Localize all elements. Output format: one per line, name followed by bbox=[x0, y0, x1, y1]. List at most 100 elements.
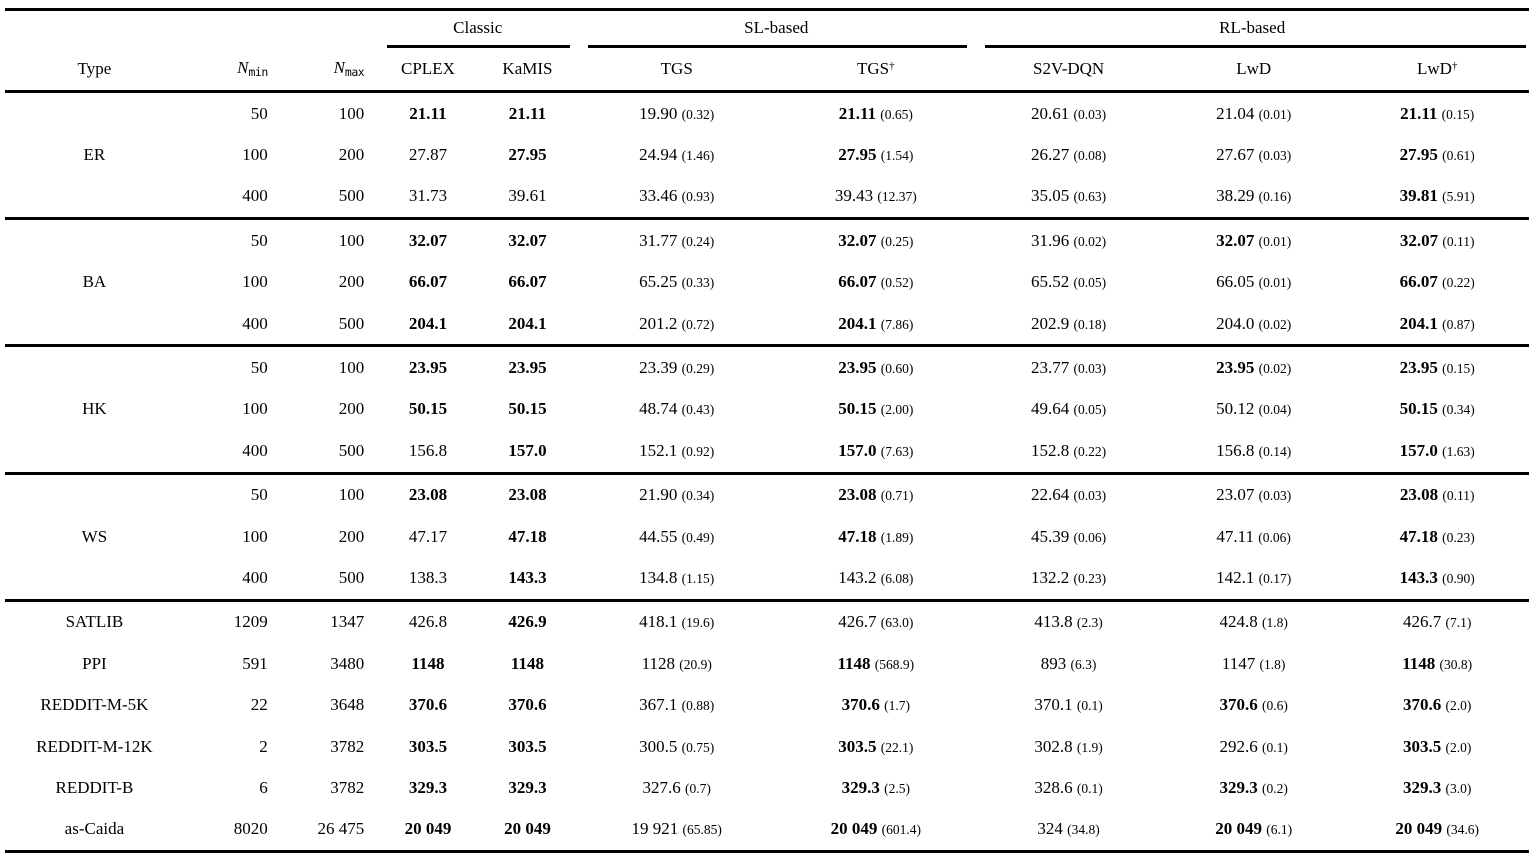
results-table-body: ER 50 100 21.11 21.11 19.90 (0.32) 21.11 (0.65… bbox=[5, 92, 1529, 852]
result-cell-lwd-dagger: 143.3 (0.90) bbox=[1345, 557, 1529, 600]
std-value: (7.86) bbox=[880, 316, 914, 332]
result-cell-tgs: 24.94 (1.46) bbox=[577, 134, 776, 175]
table-row: SATLIB 1209 1347 426.8 426.9 418.1 (19.6) 426.… bbox=[5, 598, 1529, 644]
mean-value: 426.7 bbox=[1403, 612, 1442, 632]
nmax-value: 200 bbox=[338, 145, 365, 165]
mean-value: 50.15 bbox=[408, 399, 448, 419]
nmin-value: 100 bbox=[242, 526, 268, 546]
std-value: (19.6) bbox=[681, 615, 715, 631]
nmin-value: 50 bbox=[183, 344, 282, 389]
result-cell-kamis: 21.11 bbox=[478, 92, 578, 135]
mean-value: 47.18 bbox=[838, 526, 877, 546]
std-value: (0.43) bbox=[681, 402, 715, 418]
mean-value: 39.61 bbox=[508, 186, 547, 206]
result-cell-lwd-dagger: 23.95 (0.15) bbox=[1345, 344, 1529, 389]
mean-value: 142.1 bbox=[1216, 567, 1255, 587]
result-cell-lwd: 204.0 (0.02) bbox=[1162, 303, 1346, 346]
result-cell-kamis: 143.3 bbox=[478, 557, 578, 600]
mean-value: 27.95 bbox=[508, 145, 547, 165]
result-cell-cplex: 27.87 bbox=[378, 134, 478, 175]
std-value: (0.03) bbox=[1258, 148, 1292, 164]
col-header-lwd: LwD bbox=[1162, 48, 1346, 92]
std-value: (0.11) bbox=[1442, 488, 1475, 504]
result-cell-tgs: 44.55 (0.49) bbox=[577, 516, 776, 557]
result-cell-cplex: 303.5 bbox=[378, 726, 478, 767]
result-cell-tgs: 152.1 (0.92) bbox=[577, 430, 776, 473]
mean-value: 303.5 bbox=[1403, 736, 1442, 756]
result-cell-cplex: 32.07 bbox=[378, 217, 478, 262]
nmin-value: 2 bbox=[259, 736, 268, 756]
std-value: (0.03) bbox=[1073, 106, 1107, 122]
nmin-value: 400 bbox=[242, 186, 268, 206]
std-value: (30.8) bbox=[1439, 656, 1473, 672]
result-cell-kamis: 23.95 bbox=[477, 344, 578, 389]
mean-value: 329.3 bbox=[408, 777, 448, 797]
table-row: 100 200 50.15 50.15 48.74 (0.43) 50.15 (2.00)… bbox=[5, 389, 1529, 430]
mean-value: 19 921 bbox=[631, 819, 679, 839]
result-cell-kamis: 66.07 bbox=[478, 262, 578, 303]
std-value: (0.25) bbox=[880, 233, 914, 249]
mean-value: 20 049 bbox=[504, 819, 551, 839]
result-cell-cplex: 370.6 bbox=[378, 684, 478, 725]
mean-value: 23.07 bbox=[1216, 485, 1255, 505]
rl-based-underline-rule bbox=[985, 45, 1526, 48]
std-value: (568.9) bbox=[874, 656, 915, 672]
mean-value: 35.05 bbox=[1031, 186, 1070, 206]
col-header-type: Type bbox=[77, 59, 112, 78]
result-cell-lwd-dagger: 39.81 (5.91) bbox=[1345, 176, 1529, 219]
nmax-value: 500 bbox=[338, 313, 365, 333]
row-type-label: REDDIT-M-5K bbox=[40, 695, 149, 715]
nmin-value: 100 bbox=[242, 145, 268, 165]
std-value: (601.4) bbox=[881, 822, 921, 838]
mean-value: 329.3 bbox=[508, 777, 547, 797]
mean-value: 32.07 bbox=[508, 230, 547, 250]
table-row: as-Caida 8020 26 475 20 049 20 049 19 921 (65… bbox=[5, 809, 1529, 852]
result-cell-kamis: 370.6 bbox=[478, 684, 578, 725]
result-cell-cplex: 50.15 bbox=[378, 389, 478, 430]
mean-value: 413.8 bbox=[1034, 612, 1073, 632]
result-cell-lwd-dagger: 32.07 (0.11) bbox=[1345, 217, 1529, 262]
result-cell-lwd: 23.07 (0.03) bbox=[1161, 471, 1346, 516]
col-header-nmin: Nmin bbox=[184, 48, 282, 92]
result-cell-s2v-dqn: 31.96 (0.02) bbox=[975, 217, 1162, 262]
group-header-rl-based: RL-based bbox=[975, 10, 1529, 48]
result-cell-s2v-dqn: 370.1 (0.1) bbox=[975, 684, 1162, 725]
result-cell-lwd: 1147 (1.8) bbox=[1162, 643, 1346, 684]
nmax-value: 500 bbox=[338, 440, 365, 460]
mean-value: 1128 bbox=[641, 653, 675, 673]
col-header-cplex: CPLEX bbox=[378, 48, 478, 92]
mean-value: 20 049 bbox=[404, 819, 452, 839]
std-value: (0.23) bbox=[1442, 529, 1475, 545]
std-value: (6.08) bbox=[880, 570, 914, 586]
result-cell-lwd: 329.3 (0.2) bbox=[1162, 767, 1346, 808]
mean-value: 20 049 bbox=[1395, 819, 1443, 839]
mean-value: 143.3 bbox=[508, 567, 547, 587]
mean-value: 327.6 bbox=[642, 777, 681, 797]
mean-value: 24.94 bbox=[639, 145, 678, 165]
cplex-label: CPLEX bbox=[401, 59, 455, 78]
table-row: 400 500 204.1 204.1 201.2 (0.72) 204.1 (7.86)… bbox=[5, 303, 1529, 346]
nmax-value: 200 bbox=[338, 399, 365, 419]
result-cell-tgs: 33.46 (0.93) bbox=[577, 176, 776, 219]
mean-value: 50.15 bbox=[1399, 399, 1438, 419]
group-header-spacer bbox=[5, 10, 378, 49]
mean-value: 370.6 bbox=[841, 695, 880, 715]
result-cell-lwd-dagger: 50.15 (0.34) bbox=[1345, 389, 1529, 430]
result-cell-tgs: 418.1 (19.6) bbox=[577, 598, 777, 644]
std-value: (0.32) bbox=[681, 106, 715, 122]
mean-value: 50.12 bbox=[1216, 399, 1255, 419]
std-value: (6.3) bbox=[1070, 656, 1097, 672]
std-value: (63.0) bbox=[880, 615, 914, 631]
std-value: (1.9) bbox=[1076, 739, 1103, 755]
result-cell-tgs: 1128 (20.9) bbox=[577, 643, 776, 684]
table-row: 400 500 31.73 39.61 33.46 (0.93) 39.43 (12.37… bbox=[5, 176, 1529, 219]
row-type-label: PPI bbox=[82, 653, 107, 673]
nmax-value: 100 bbox=[281, 471, 379, 516]
dagger-symbol: † bbox=[889, 60, 895, 73]
result-cell-kamis: 426.9 bbox=[477, 598, 578, 644]
mean-value: 1148 bbox=[411, 653, 445, 673]
std-value: (20.9) bbox=[679, 656, 712, 672]
std-value: (2.0) bbox=[1445, 739, 1472, 755]
result-cell-kamis: 39.61 bbox=[478, 176, 578, 219]
result-cell-kamis: 47.18 bbox=[478, 516, 578, 557]
